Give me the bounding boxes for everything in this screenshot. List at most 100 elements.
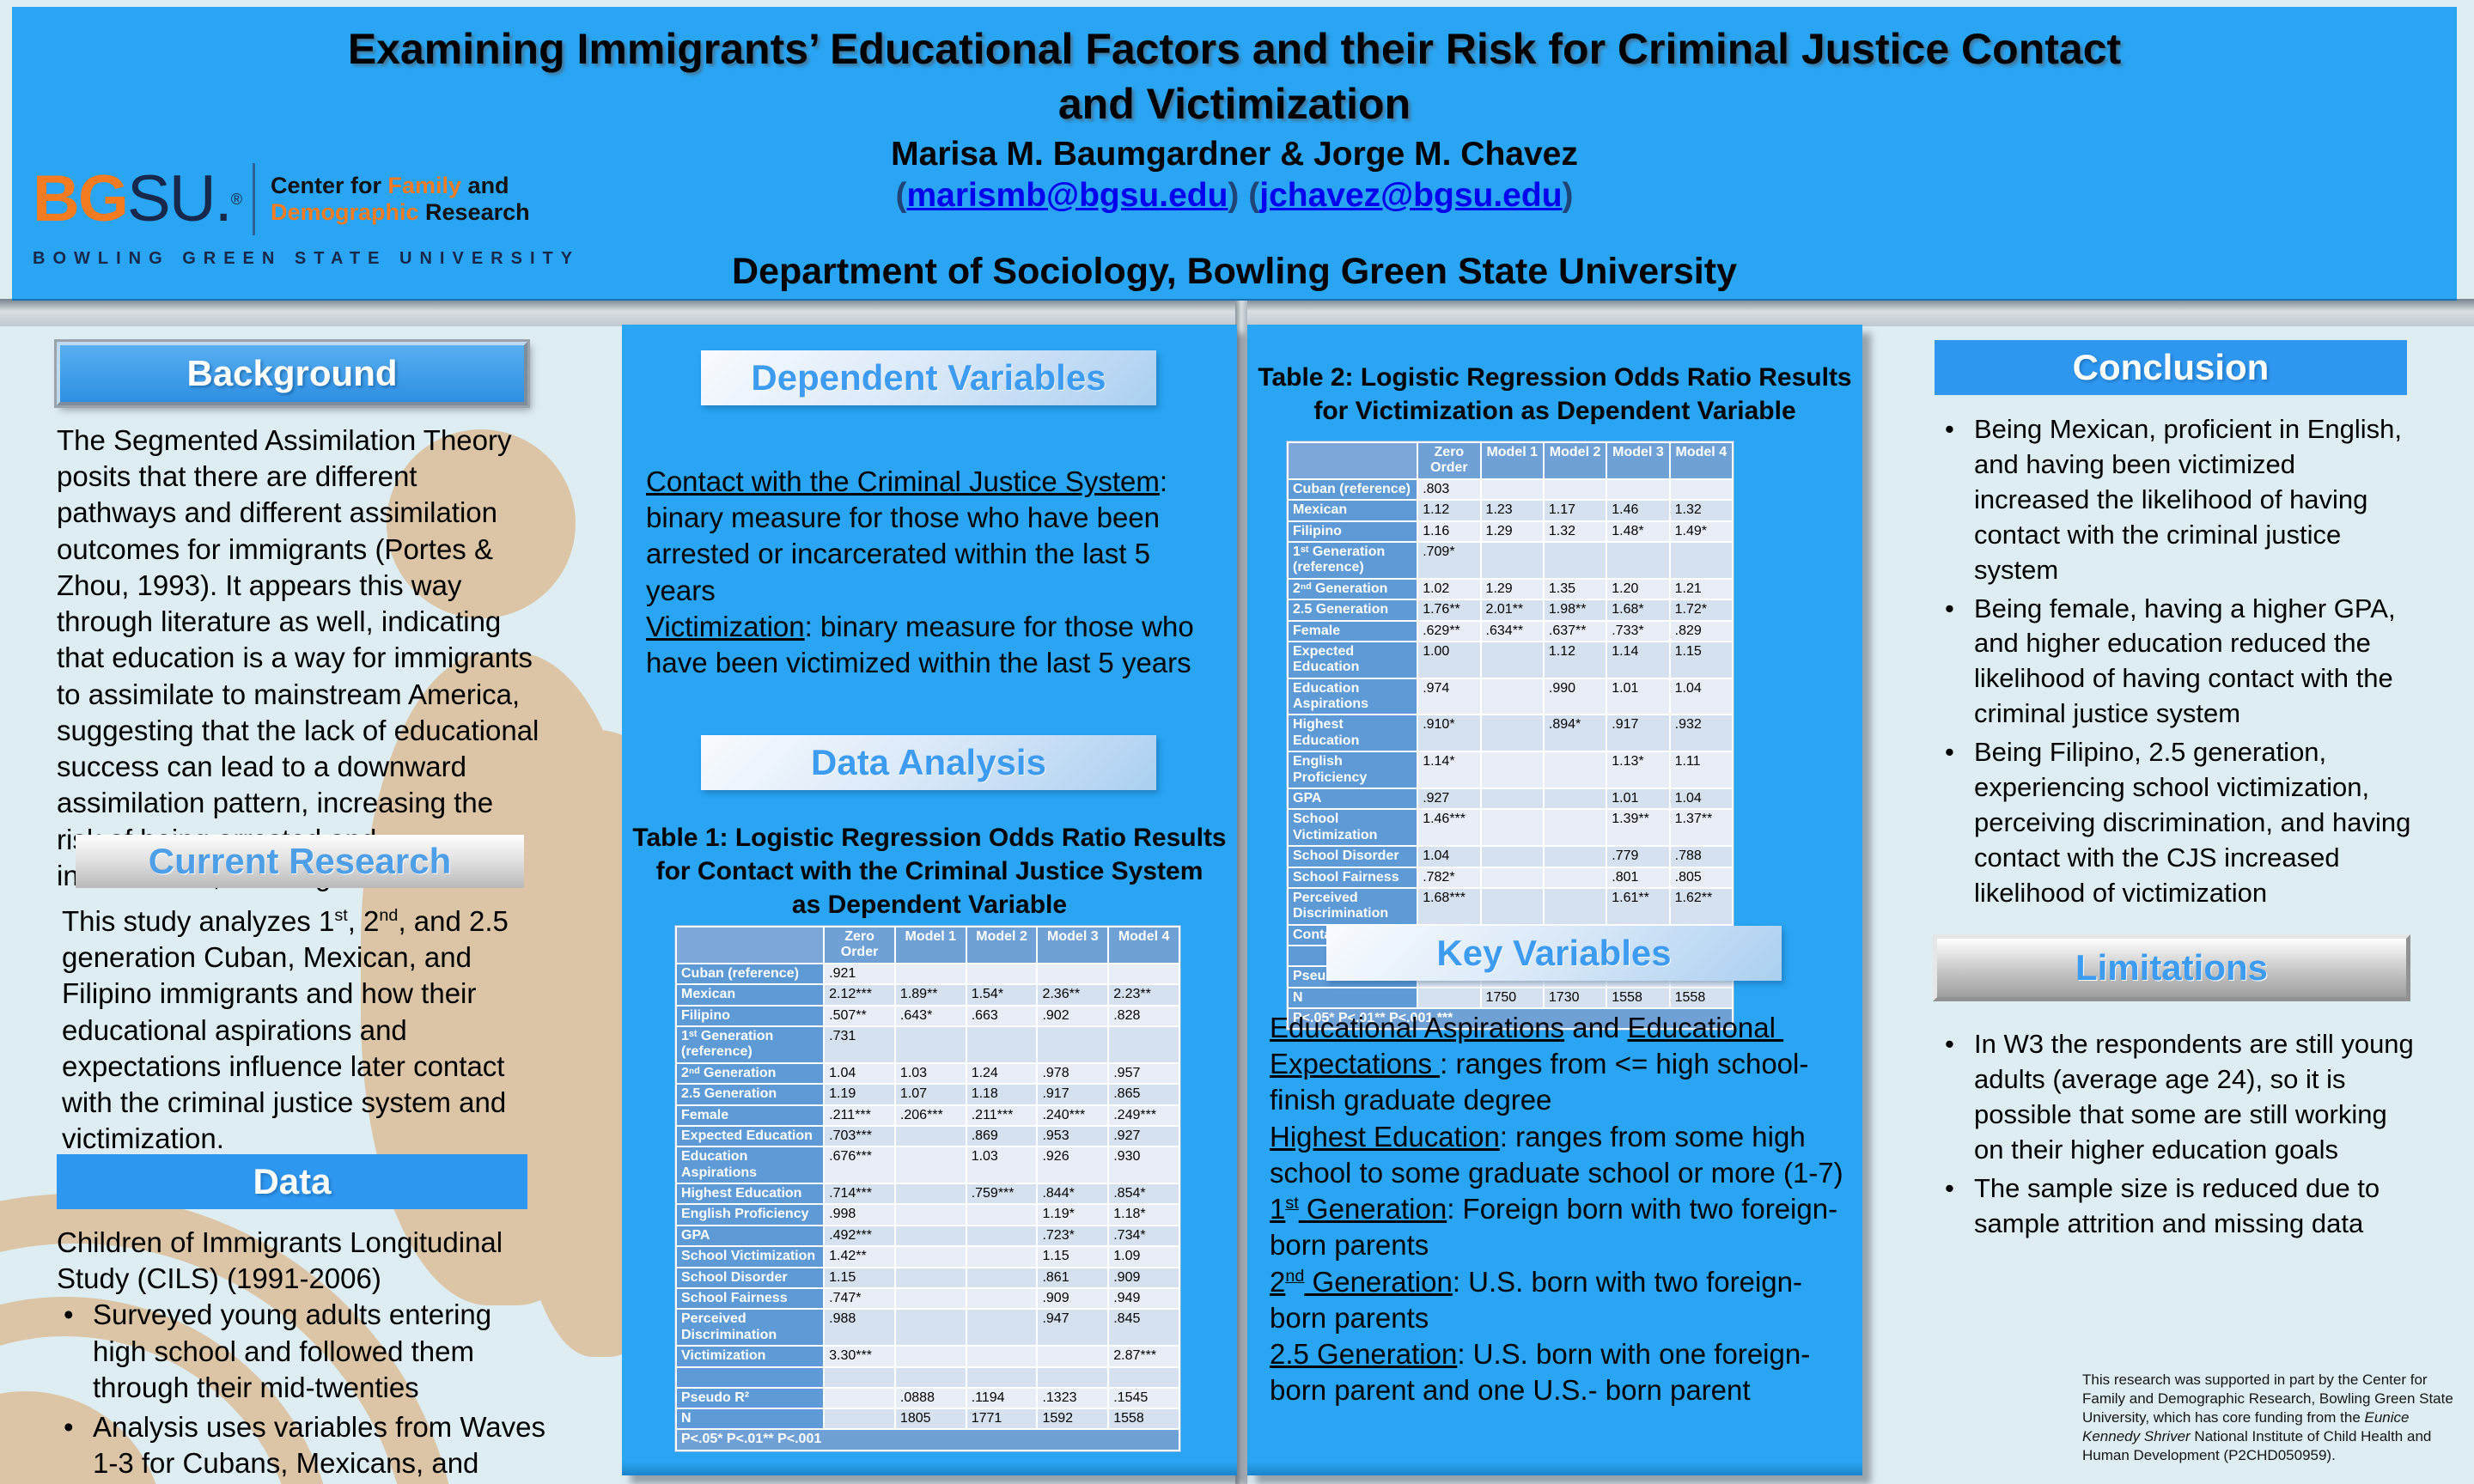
text-segment: : U.S. born with one foreign-born parent… (1270, 1338, 1811, 1407)
table-cell: 2.87*** (1109, 1347, 1179, 1366)
middle-right-panel: Table 2: Logistic Regression Odds Ratio … (1247, 325, 1862, 1475)
background-header-label: Background (186, 353, 398, 393)
university-name: BOWLING GREEN STATE UNIVERSITY (33, 249, 581, 268)
table-cell: .988 (825, 1310, 894, 1346)
table-cell (1109, 964, 1179, 984)
text-segment: : ranges from some high school to some g… (1270, 1120, 1843, 1189)
table-row: Highest Education .714*** .759*** .844* .854… (677, 1184, 1179, 1204)
table-cell: .643* (895, 1006, 966, 1025)
table-cell: .854* (1109, 1184, 1179, 1204)
dependent-variables-text: Contact with the Criminal Justice System… (646, 464, 1216, 681)
table-column-header: Zero Order (1418, 443, 1480, 478)
table-cell (966, 1310, 1037, 1346)
table-footnote-row: P<.05* P<.01** P<.001 *** (1289, 1008, 1732, 1029)
table-cell: 2.01** (1481, 600, 1543, 620)
table-cell: .953 (1038, 1126, 1108, 1146)
table-row-label: Pseudo R² (677, 1388, 824, 1408)
table-cell (1544, 542, 1606, 578)
table-cell (1038, 1026, 1108, 1062)
table-cell: .949 (1109, 1289, 1179, 1309)
table-row-label: Education Aspirations (1289, 678, 1417, 715)
table-cell: .1323 (1038, 1388, 1108, 1408)
table-row: 1ˢᵗ Generation (reference) .731 (677, 1026, 1179, 1062)
table-row-label: Education Aspirations (677, 1147, 824, 1183)
table-row: N 1750 1730 1558 1558 (1289, 988, 1732, 1007)
table-cell: .733* (1607, 621, 1669, 641)
table-cell: 1.01 (1607, 678, 1669, 715)
email-link-marismb[interactable]: marismb@bgsu.edu (906, 177, 1228, 214)
table-cell (1544, 752, 1606, 788)
table-cell: .211*** (825, 1105, 894, 1125)
table-cell: .634** (1481, 621, 1543, 641)
table-cell (895, 1184, 966, 1204)
table-cell: .507** (825, 1006, 894, 1025)
table-row-label: 2.5 Generation (677, 1085, 824, 1104)
text-segment: National Institute of Child Health and H… (2082, 1428, 2432, 1464)
table-row-label: GPA (1289, 789, 1417, 809)
table-cell: .869 (966, 1126, 1037, 1146)
table-row: Victimization 3.30*** 2.87*** (677, 1347, 1179, 1366)
data-header: Data (57, 1154, 527, 1209)
table-cell: 1.14 (1607, 642, 1669, 678)
table-row: 2.5 Generation 1.19 1.07 1.18.917.865 (677, 1085, 1179, 1104)
table-cell: .932 (1670, 715, 1732, 751)
table-cell: 1.48* (1607, 521, 1669, 541)
table-row-label (677, 1367, 824, 1387)
table-row (677, 1367, 1179, 1387)
table-cell: 1.62** (1670, 888, 1732, 924)
table-row: English Proficiency .998 1.19* 1.18* (677, 1205, 1179, 1225)
table-cell: .917 (1038, 1085, 1108, 1104)
table-row: Perceived Discrimination .988 .947.845 (677, 1310, 1179, 1346)
table-row-label: Perceived Discrimination (677, 1310, 824, 1346)
table-cell: .663 (966, 1006, 1037, 1025)
table-row-label: Victimization (677, 1347, 824, 1366)
table1: Zero Order Model 1 Model 2 Model 3 Model 4 Cu… (675, 926, 1180, 1451)
table-cell: 1730 (1544, 988, 1606, 1007)
poster-affiliation: Department of Sociology, Bowling Green S… (732, 251, 1737, 292)
table-cell: 1.04 (1418, 847, 1480, 867)
table-cell (966, 1226, 1037, 1246)
list-item: Being Mexican, proficient in English, an… (1938, 412, 2416, 588)
text-segment: This research was supported in part by t… (2082, 1371, 2453, 1426)
table-row: Expected Education 1.00 1.12 1.14 1.15 (1289, 642, 1732, 678)
table-cell (966, 1367, 1037, 1387)
table-cell (895, 1347, 966, 1366)
email-link-jchavez[interactable]: jchavez@bgsu.edu (1259, 177, 1563, 214)
table-cell: .805 (1670, 867, 1732, 887)
table-column-header: Model 3 (1038, 928, 1108, 963)
table-cell: .974 (1418, 678, 1480, 715)
current-research-header-label: Current Research (148, 841, 452, 881)
key-variables-header-label: Key Variables (1436, 933, 1672, 973)
table-row-label: School Victimization (1289, 810, 1417, 846)
table-cell: 1558 (1670, 988, 1732, 1007)
table-cell: .803 (1418, 479, 1480, 500)
table-cell: 1.39** (1607, 810, 1669, 846)
key-variables-header: Key Variables (1326, 926, 1782, 981)
table-row: School Victimization 1.46*** 1.39** 1.37** (1289, 810, 1732, 846)
table-cell: .894* (1544, 715, 1606, 751)
background-header: Background (57, 342, 527, 405)
bgsu-wordmark: BGSU.® (33, 167, 242, 232)
table-row: School Disorder 1.04 .779.788 (1289, 847, 1732, 867)
dependent-variables-header: Dependent Variables (701, 350, 1156, 405)
text-segment: Center for (270, 173, 388, 198)
table-row-label: Perceived Discrimination (1289, 888, 1417, 924)
conclusion-bullet-list: Being Mexican, proficient in English, an… (1938, 412, 2416, 915)
logo-divider (252, 163, 255, 235)
data-header-label: Data (253, 1161, 332, 1201)
text-segment: st (334, 906, 348, 925)
limitations-header: Limitations (1933, 934, 2410, 1001)
current-research-header: Current Research (76, 835, 524, 888)
table-cell (966, 1347, 1037, 1366)
text-segment: nd (1285, 1266, 1305, 1286)
table-column-header: Model 3 (1607, 443, 1669, 478)
table-row: English Proficiency 1.14* 1.13* 1.11 (1289, 752, 1732, 788)
table-cell: .865 (1109, 1085, 1179, 1104)
watermark-figure-head-icon (387, 429, 576, 618)
table-footnote-row: P<.05* P<.01** P<.001 (677, 1430, 1179, 1450)
text-segment: : Foreign born with two foreign-born par… (1270, 1193, 1838, 1262)
table-cell: 1558 (1109, 1408, 1179, 1429)
table-cell: 1.03 (895, 1063, 966, 1084)
table-cell: 1.14* (1418, 752, 1480, 788)
